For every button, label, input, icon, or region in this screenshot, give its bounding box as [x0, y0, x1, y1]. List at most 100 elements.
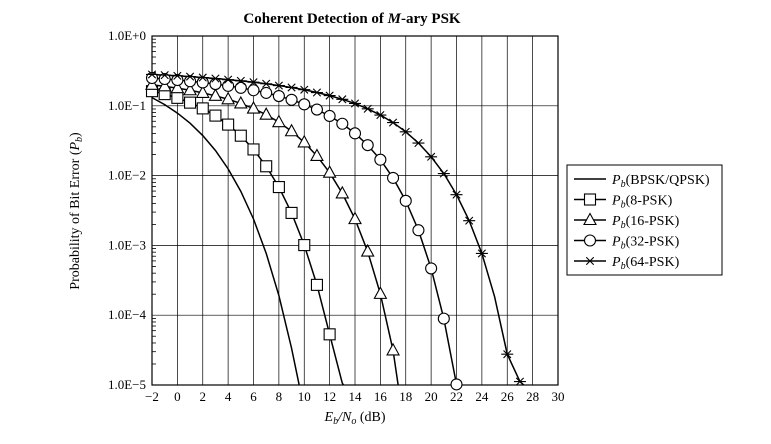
data-point-triangle: [583, 212, 597, 226]
legend-entry: Pb(32-PSK): [611, 235, 680, 252]
data-point-star: [272, 81, 285, 90]
data-point-square: [184, 96, 197, 109]
series-line: [151, 96, 300, 386]
data-point-star: [412, 138, 425, 148]
data-point-circle: [323, 109, 336, 123]
plot-frame: [151, 35, 559, 386]
data-point-star: [184, 72, 197, 81]
x-axis-label: Eb/No (dB): [324, 410, 386, 427]
data-point-star: [513, 377, 526, 386]
data-point-circle: [209, 77, 222, 91]
x-tick-label: 18: [399, 389, 412, 404]
data-point-triangle: [373, 286, 388, 299]
x-tick-label: 6: [250, 389, 257, 404]
x-tick-label: 0: [174, 389, 181, 404]
data-point-star: [425, 152, 438, 161]
y-tick-label: 1.0E−2: [108, 168, 146, 183]
data-point-circle: [234, 81, 247, 94]
data-point-star: [475, 249, 488, 258]
data-point-circle: [171, 73, 184, 87]
legend-entry: Pb(16-PSK): [611, 214, 680, 231]
data-point-square: [310, 278, 323, 291]
x-tick-label: 14: [349, 389, 363, 404]
data-point-star: [437, 169, 450, 178]
data-point-square: [171, 91, 184, 104]
data-point-square: [209, 109, 222, 122]
data-point-star: [247, 78, 260, 87]
y-tick-label: 1.0E+0: [108, 28, 146, 43]
data-point-circle: [336, 117, 349, 130]
x-tick-label: 10: [298, 389, 311, 404]
data-point-circle: [374, 153, 387, 166]
data-point-star: [234, 76, 247, 85]
series-markers: [145, 70, 526, 391]
data-point-star: [584, 256, 596, 266]
data-point-star: [450, 190, 463, 199]
y-axis-label: Probability of Bit Error (Pb): [68, 132, 85, 290]
data-point-triangle: [310, 148, 324, 162]
data-point-circle: [184, 75, 197, 88]
data-point-circle: [196, 76, 209, 89]
y-tick-labels: 1.0E+0 1.0E−1 1.0E−2 1.0E−3 1.0E−4 1.0E−5: [108, 28, 147, 392]
data-point-triangle: [297, 134, 312, 148]
data-point-triangle: [386, 342, 400, 356]
data-point-circle: [158, 72, 171, 86]
data-point-star: [399, 127, 412, 136]
data-point-circle: [437, 312, 450, 325]
data-point-star: [285, 83, 298, 92]
data-point-square: [298, 239, 311, 252]
data-point-triangle: [221, 91, 236, 105]
data-point-triangle: [157, 78, 172, 92]
data-point-circle: [298, 98, 311, 111]
x-tick-label: 24: [475, 389, 489, 404]
x-tick-label: 22: [450, 389, 463, 404]
data-point-square: [323, 328, 336, 341]
data-point-square: [285, 206, 298, 219]
data-point-star: [310, 88, 323, 97]
data-point-star: [336, 95, 349, 104]
data-point-circle: [348, 127, 362, 140]
series-line: [151, 84, 399, 386]
legend: Pb(BPSK/QPSK) Pb(8-PSK) Pb(16-PSK) Pb(32-PS…: [566, 164, 723, 276]
data-point-triangle: [233, 95, 248, 109]
x-tick-label: 30: [552, 389, 565, 404]
data-point-star: [158, 71, 171, 80]
data-point-circle: [412, 224, 425, 237]
data-point-star: [196, 73, 209, 82]
x-tick-label: 12: [323, 389, 336, 404]
x-tick-label: 28: [526, 389, 539, 404]
x-tick-label: 8: [276, 389, 283, 404]
y-tick-label: 1.0E−1: [108, 98, 146, 113]
data-point-triangle: [170, 80, 185, 94]
data-point-star: [209, 74, 222, 83]
data-point-triangle: [195, 85, 210, 98]
y-tick-label: 1.0E−4: [108, 307, 147, 322]
data-point-triangle: [335, 185, 350, 199]
x-tick-label: 20: [425, 389, 438, 404]
legend-entry: Pb(8-PSK): [611, 194, 673, 211]
data-point-square: [260, 160, 273, 173]
data-point-square: [583, 193, 597, 206]
data-point-circle: [247, 84, 260, 97]
data-point-circle: [285, 93, 298, 106]
x-tick-label: −2: [145, 389, 159, 404]
data-point-triangle: [284, 123, 299, 137]
data-point-star: [323, 91, 336, 100]
data-point-star: [260, 79, 273, 88]
data-point-circle: [310, 103, 323, 116]
series-line: [151, 90, 345, 386]
legend-entry: Pb(64-PSK): [611, 255, 680, 272]
data-point-star: [463, 216, 476, 225]
data-point-star: [146, 70, 158, 79]
data-point-circle: [583, 234, 597, 247]
data-point-star: [361, 104, 374, 113]
data-point-triangle: [348, 211, 362, 225]
y-tick-label: 1.0E−3: [108, 237, 146, 252]
data-point-circle: [399, 194, 412, 207]
data-point-star: [222, 75, 235, 84]
data-point-circle: [222, 79, 235, 92]
x-tick-label: 4: [225, 389, 232, 404]
data-point-circle: [387, 171, 400, 184]
data-point-circle: [361, 139, 374, 152]
